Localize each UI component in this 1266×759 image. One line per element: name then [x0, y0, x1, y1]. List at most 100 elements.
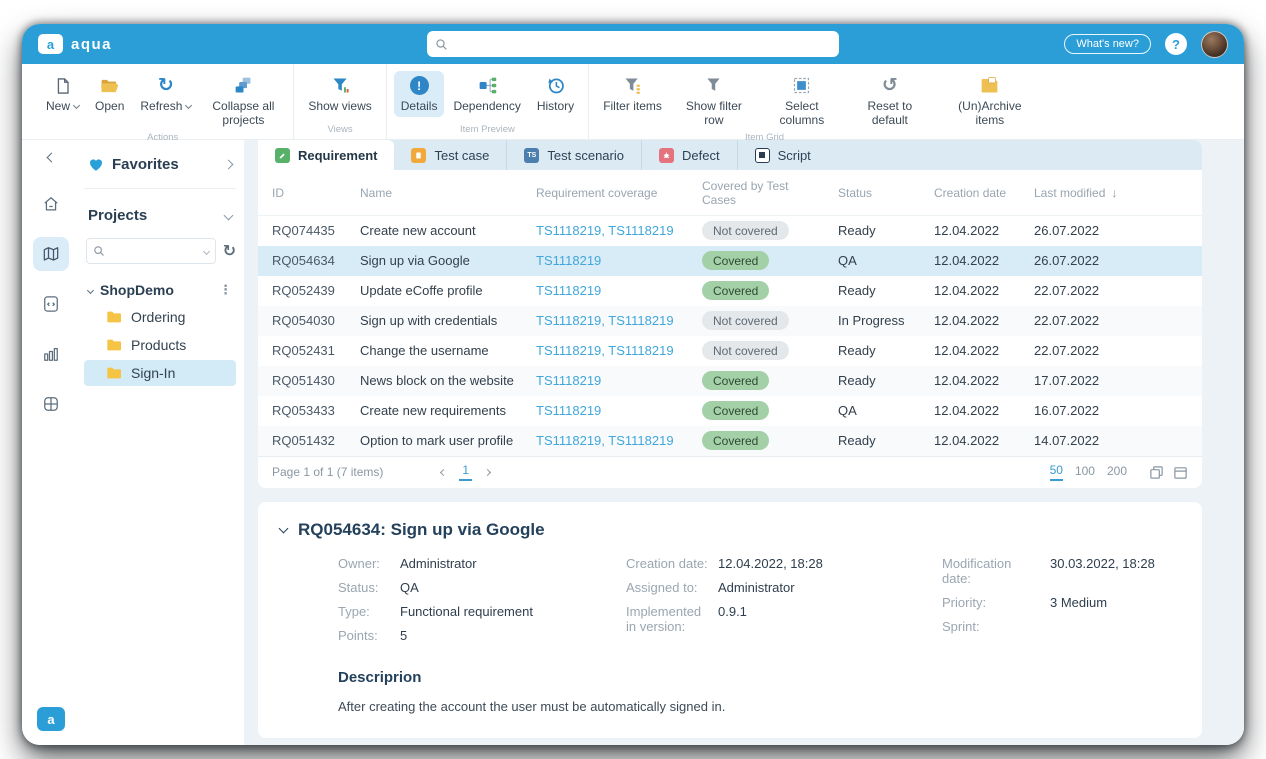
open-button[interactable]: Open [88, 71, 131, 117]
tab-test-scenario[interactable]: TS Test scenario [506, 140, 641, 170]
collapse-detail-icon[interactable] [278, 523, 289, 533]
collapse-all-projects-button[interactable]: Collapse all projects [200, 71, 286, 131]
new-button[interactable]: New [39, 71, 86, 117]
project-search-input[interactable] [109, 244, 200, 258]
toolbar-group-archive: (Un)Archive items [940, 64, 1040, 139]
page-size-50[interactable]: 50 [1049, 463, 1063, 481]
avatar[interactable] [1201, 30, 1228, 58]
cell-covered: Covered [694, 426, 830, 456]
column-header-covered[interactable]: Covered by Test Cases [694, 170, 830, 216]
tree-root-shopdemo[interactable]: ShopDemo ⋮ [84, 278, 236, 302]
rail-item-home[interactable] [33, 187, 69, 221]
column-header-coverage[interactable]: Requirement coverage [528, 170, 694, 216]
page-number[interactable]: 1 [459, 463, 473, 481]
table-row[interactable]: RQ052439 Update eCoffe profile TS1118219 Co… [258, 276, 1202, 306]
table-row[interactable]: RQ051430 News block on the website TS11182… [258, 365, 1202, 396]
sort-desc-icon[interactable]: ↓ [1111, 186, 1118, 200]
details-button[interactable]: ! Details [393, 71, 445, 117]
cell-status: In Progress [838, 313, 905, 328]
cell-status: Ready [838, 223, 876, 239]
dependency-button[interactable]: Dependency [446, 71, 527, 117]
folder-icon [107, 339, 121, 351]
tab-requirement[interactable]: Requirement [258, 140, 395, 170]
ribbon-toolbar: New Open ↻ Refresh Collapse all proj [22, 64, 1244, 143]
coverage-status-badge: Covered [702, 431, 770, 450]
column-header-name[interactable]: Name [352, 170, 528, 216]
rail-item-projects[interactable] [33, 237, 69, 271]
tab-defect[interactable]: Defect [640, 140, 737, 170]
tab-script[interactable]: Script [736, 140, 828, 170]
coverage-link[interactable]: TS1118219, TS1118219 [536, 313, 674, 328]
project-search[interactable] [86, 238, 216, 264]
cell-coverage: TS1118219, TS1118219 [528, 306, 694, 336]
button-label: (Un)Archive items [958, 99, 1022, 127]
tree-folder[interactable]: Products [84, 332, 236, 358]
coverage-link[interactable]: TS1118219, TS1118219 [536, 223, 674, 239]
coverage-link[interactable]: TS1118219 [536, 253, 602, 268]
chevron-down-icon[interactable] [86, 286, 95, 294]
help-button[interactable]: ? [1165, 33, 1187, 55]
refresh-icon: ↻ [157, 75, 174, 96]
field-label: Type: [338, 603, 370, 619]
cell-coverage: TS1118219 [528, 366, 694, 396]
field-value: Administrator [400, 555, 477, 571]
favorites-header[interactable]: Favorites [84, 154, 236, 175]
coverage-link[interactable]: TS1118219, TS1118219 [536, 433, 674, 448]
coverage-status-badge: Covered [702, 251, 770, 270]
global-search-input[interactable] [454, 37, 831, 51]
whats-new-button[interactable]: What's new? [1064, 34, 1151, 54]
tab-test-case[interactable]: Test case [394, 140, 506, 170]
chevron-right-icon[interactable] [223, 159, 234, 170]
copy-icon[interactable] [1149, 465, 1164, 480]
archive-box-icon[interactable] [1173, 465, 1188, 480]
column-header-last-modified[interactable]: Last modified ↓ [1026, 170, 1202, 216]
tab-label: Test scenario [547, 147, 624, 163]
global-search[interactable] [427, 31, 839, 57]
select-columns-button[interactable]: Select columns [759, 71, 845, 131]
rail-item-documents[interactable] [33, 287, 69, 321]
table-row[interactable]: RQ054030 Sign up with credentials TS111821… [258, 305, 1202, 336]
prev-page-icon[interactable] [440, 468, 448, 476]
field-label: Owner: [338, 555, 380, 571]
rail-item-workspace[interactable] [33, 387, 69, 421]
column-header-status[interactable]: Status [830, 170, 926, 216]
tree-folder[interactable]: Ordering [84, 304, 236, 330]
table-row[interactable]: RQ054634 Sign up via Google TS1118219 Cover… [258, 245, 1202, 276]
refresh-button[interactable]: ↻ Refresh [133, 71, 198, 117]
cell-coverage: TS1118219 [528, 396, 694, 426]
coverage-link[interactable]: TS1118219, TS1118219 [536, 343, 674, 358]
reset-to-default-button[interactable]: ↺ Reset to default [847, 71, 933, 131]
tree-folder[interactable]: Sign-In [84, 360, 236, 386]
chevron-down-icon[interactable] [223, 210, 234, 221]
next-page-icon[interactable] [484, 468, 492, 476]
table-row[interactable]: RQ051432 Option to mark user profile TS111… [258, 425, 1202, 456]
table-row[interactable]: RQ053433 Create new requirements TS1118219… [258, 396, 1202, 426]
column-header-creation-date[interactable]: Creation date [926, 170, 1026, 216]
tree-folders: Ordering Products Sign-In [84, 304, 236, 386]
detail-field-column: Creation date: 12.04.2022, 18:28 Assigned … [626, 556, 942, 652]
page-size-200[interactable]: 200 [1106, 464, 1127, 478]
column-header-id[interactable]: ID [258, 170, 352, 216]
coverage-link[interactable]: TS1118219 [536, 403, 602, 418]
home-icon [44, 197, 58, 211]
show-views-button[interactable]: Show views [301, 71, 378, 117]
history-button[interactable]: History [530, 71, 581, 117]
projects-header[interactable]: Projects [84, 205, 236, 226]
project-refresh-icon[interactable]: ↻ [222, 243, 236, 260]
field-label: Sprint: [942, 618, 980, 634]
coverage-link[interactable]: TS1118219 [536, 283, 602, 298]
unarchive-items-button[interactable]: (Un)Archive items [947, 71, 1033, 131]
collapse-sidebar-icon[interactable] [46, 152, 56, 163]
rail-item-reports[interactable] [33, 337, 69, 371]
show-filter-row-button[interactable]: Show filter row [671, 71, 757, 131]
coverage-status-badge: Covered [702, 371, 770, 390]
table-row[interactable]: RQ074435 Create new account TS1118219, TS1… [258, 216, 1202, 246]
filter-items-button[interactable]: Filter items [596, 71, 669, 117]
table-row[interactable]: RQ052431 Change the username TS1118219, TS… [258, 336, 1202, 366]
kebab-menu-icon[interactable]: ⋮ [219, 282, 232, 297]
description-heading: Descriprion [338, 668, 422, 686]
coverage-link[interactable]: TS1118219 [536, 373, 602, 388]
chevron-down-icon[interactable] [202, 247, 210, 255]
page-size-100[interactable]: 100 [1074, 464, 1095, 478]
test-scenario-icon: TS [524, 147, 540, 163]
